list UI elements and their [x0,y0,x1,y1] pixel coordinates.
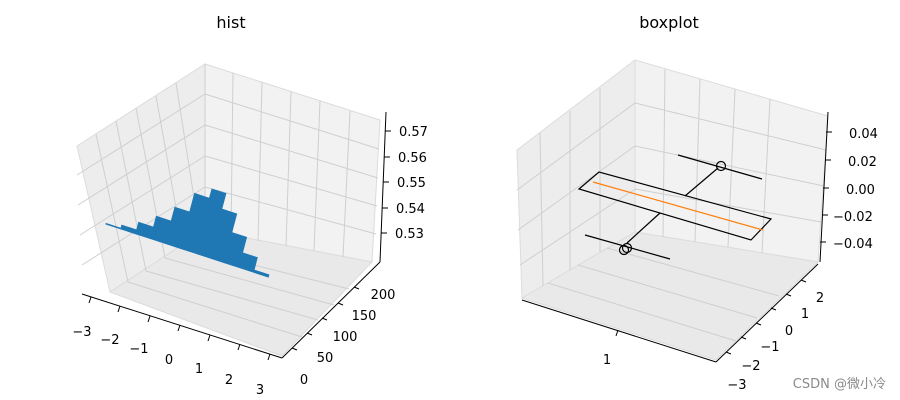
boxplot-z-tick-label: 0.02 [848,155,877,170]
hist-z-tick-label: 0.57 [399,125,428,140]
boxplot-y-tick-label: −2 [741,359,760,374]
hist-y-tick-label: 150 [352,309,377,324]
boxplot-box [577,171,773,241]
hist-y-tick-label: 200 [371,288,396,303]
boxplot-y-tick-label: 2 [816,291,824,306]
boxplot-gridlines [516,68,827,342]
boxplot-y-tick-label: 1 [801,307,809,322]
hist-z-tick-label: 0.56 [398,151,427,166]
watermark: CSDN @微小冷 [792,377,886,392]
hist-y-tick-label: 50 [317,351,334,366]
boxplot-y-tick-label: −3 [727,378,746,393]
hist-x-axis-line [81,293,283,359]
boxplot-upper-whisker [684,167,719,197]
hist-z-tick-label: 0.55 [397,176,426,191]
boxplot-median-line [592,181,764,231]
hist-y-tick-label: 100 [333,330,358,345]
boxplot-y-ticks [725,279,807,355]
hist-y-tick-label: 0 [300,373,308,388]
hist-x-tick-label: −3 [72,325,91,340]
boxplot-z-tick-label: −0.04 [833,237,873,252]
boxplot-x-tick [615,329,619,337]
hist-title: hist [216,13,245,32]
boxplot-lower-whisker [626,212,661,244]
hist-x-tick-label: −2 [100,333,119,348]
hist-bars [105,188,270,278]
boxplot-flier [621,242,633,254]
boxplot-floor-pane [520,231,820,361]
boxplot-subplot: boxplot [516,13,878,393]
boxplot-x-axis-line [521,299,717,363]
hist-x-tick-label: 3 [256,383,264,398]
boxplot-flier [715,160,727,172]
hist-floor-pane [108,229,373,357]
hist-y-axis-line [281,261,381,359]
hist-x-tick-label: −1 [129,342,148,357]
boxplot-flier [618,244,630,256]
hist-subplot: hist [72,13,428,398]
hist-x-tick-label: 1 [195,362,203,377]
boxplot-z-ticks [820,131,832,243]
boxplot-title: boxplot [639,13,699,32]
boxplot-z-tick-label: 0.04 [849,127,878,142]
hist-x-tick-label: 2 [225,373,233,388]
hist-z-ticks [381,130,391,234]
boxplot-x-tick-label: 1 [603,353,611,368]
hist-x-ticks [88,296,271,361]
hist-y-ticks [291,286,360,351]
hist-x-tick-label: 0 [165,353,173,368]
boxplot-z-tick-label: −0.02 [833,210,873,225]
hist-z-tick-label: 0.53 [395,227,424,242]
boxplot-y-tick-label: −1 [760,340,779,355]
boxplot-z-axis-line [819,111,829,263]
boxplot-y-tick-label: 0 [785,324,793,339]
hist-z-tick-label: 0.54 [396,202,425,217]
hist-z-axis-line [379,111,387,263]
boxplot-upper-cap [677,154,763,180]
boxplot-z-tick-label: 0.00 [846,183,875,198]
